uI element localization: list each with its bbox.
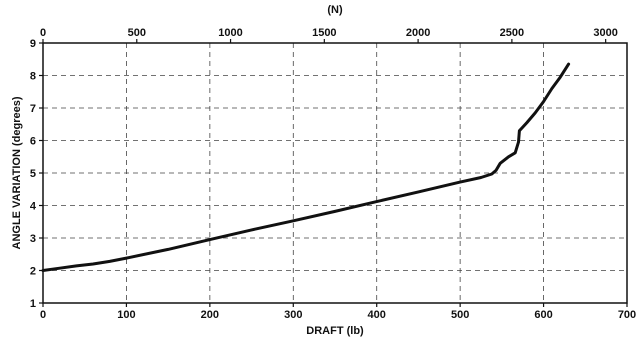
- y-tick-label: 7: [30, 103, 36, 115]
- x2-tick-label: 1500: [312, 27, 336, 39]
- grid-lines: [43, 43, 627, 303]
- x2-tick-label: 2500: [500, 27, 524, 39]
- y-tick-label: 9: [30, 38, 36, 50]
- y-axis: 1 2 3 4 5 6 7 8 9: [30, 38, 43, 310]
- y-tick-label: 1: [30, 298, 36, 310]
- x2-tick-label: 0: [40, 27, 46, 39]
- x2-axis-label: (N): [327, 4, 343, 16]
- x2-tick-label: 500: [128, 27, 146, 39]
- x2-tick-label: 1000: [218, 27, 242, 39]
- x-tick-label: 200: [201, 309, 219, 321]
- x2-axis: 0 500 1000 1500 2000 2500 3000: [40, 27, 618, 43]
- x-tick-label: 0: [40, 309, 46, 321]
- x-tick-label: 100: [117, 309, 135, 321]
- y-tick-label: 6: [30, 136, 36, 148]
- y-axis-label: ANGLE VARIATION (degrees): [11, 96, 23, 249]
- x-tick-label: 600: [534, 309, 552, 321]
- x-axis-label: DRAFT (lb): [306, 325, 364, 337]
- x-tick-label: 300: [284, 309, 302, 321]
- x2-tick-label: 3000: [593, 27, 617, 39]
- x-tick-label: 400: [368, 309, 386, 321]
- x-tick-label: 700: [618, 309, 636, 321]
- series-line: [41, 62, 571, 272]
- x2-tick-label: 2000: [406, 27, 430, 39]
- y-tick-label: 8: [30, 71, 36, 83]
- y-tick-label: 2: [30, 266, 36, 278]
- y-tick-label: 5: [30, 168, 36, 180]
- y-tick-label: 3: [30, 233, 36, 245]
- y-tick-label: 4: [30, 201, 37, 213]
- x-tick-label: 500: [451, 309, 469, 321]
- x-axis: 0 100 200 300 400 500 600 700: [40, 303, 636, 321]
